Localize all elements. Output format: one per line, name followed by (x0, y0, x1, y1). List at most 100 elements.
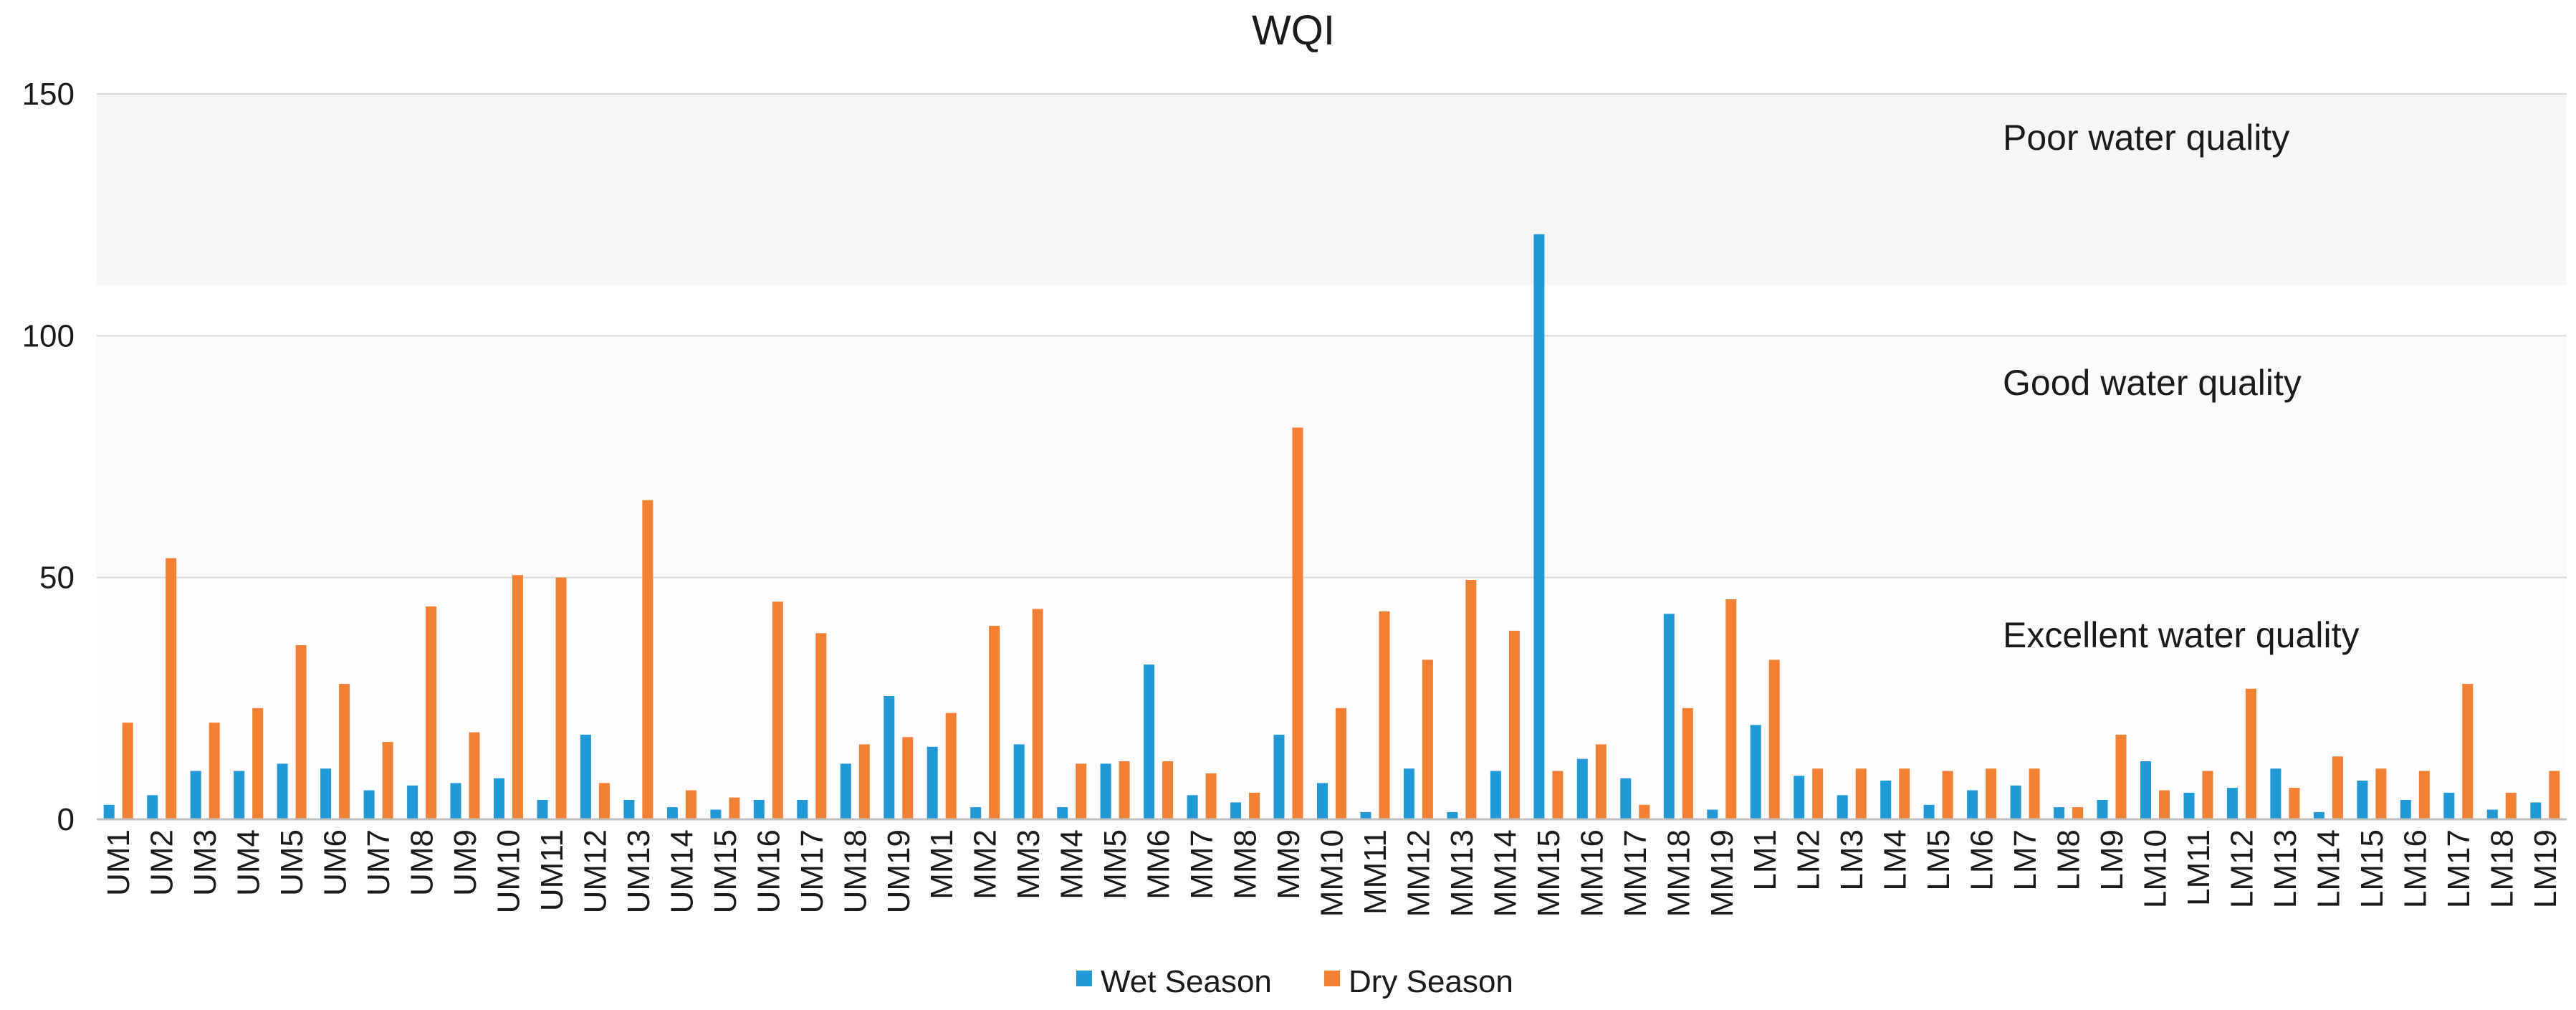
x-tick-label-LM3: LM3 (1834, 829, 1869, 891)
annotation-good: Good water quality (2003, 363, 2302, 403)
bar-wet-UM1 (103, 804, 115, 819)
bar-dry-UM4 (252, 708, 264, 819)
bar-dry-MM13 (1465, 580, 1477, 819)
bar-dry-UM2 (166, 558, 177, 819)
bar-wet-MM16 (1576, 758, 1588, 819)
bar-dry-UM14 (685, 790, 696, 819)
x-tick-label-MM18: MM18 (1661, 829, 1696, 917)
bar-wet-LM6 (1967, 790, 1978, 819)
bar-dry-LM7 (2029, 768, 2040, 819)
x-tick-label-MM4: MM4 (1055, 829, 1090, 900)
bar-dry-LM14 (2332, 756, 2343, 819)
bar-dry-LM19 (2549, 771, 2560, 819)
bar-wet-UM4 (234, 771, 245, 819)
x-tick-label-UM19: UM19 (881, 829, 916, 913)
bar-wet-UM18 (840, 763, 851, 819)
zone-excellent (97, 577, 2567, 819)
bar-dry-MM14 (1508, 630, 1520, 819)
bar-wet-UM2 (147, 795, 158, 819)
bar-wet-LM8 (2054, 807, 2065, 819)
bar-dry-MM2 (989, 626, 1000, 819)
bar-dry-UM12 (598, 783, 610, 819)
annotation-poor: Poor water quality (2003, 118, 2289, 158)
bar-dry-MM18 (1682, 708, 1693, 819)
x-tick-label-UM8: UM8 (405, 829, 440, 896)
bar-wet-MM18 (1663, 614, 1675, 819)
bar-wet-MM8 (1230, 802, 1242, 819)
bar-wet-LM18 (2486, 809, 2498, 819)
x-tick-label-MM10: MM10 (1315, 829, 1350, 917)
bar-wet-UM19 (884, 696, 895, 819)
legend-label-dry: Dry Season (1349, 964, 1513, 999)
x-tick-label-MM17: MM17 (1618, 829, 1653, 917)
x-tick-label-MM8: MM8 (1228, 829, 1263, 900)
bar-wet-MM3 (1013, 744, 1025, 819)
bar-wet-UM13 (623, 800, 635, 819)
bar-dry-UM6 (339, 684, 350, 819)
bar-wet-MM15 (1533, 234, 1545, 819)
bar-dry-MM9 (1292, 427, 1303, 819)
bar-wet-UM14 (666, 807, 678, 819)
bar-dry-LM6 (1986, 768, 1997, 819)
x-tick-label-LM12: LM12 (2224, 829, 2259, 908)
legend-label-wet: Wet Season (1101, 964, 1272, 999)
bar-wet-UM12 (580, 734, 591, 819)
bar-dry-MM1 (945, 713, 957, 819)
x-tick-label-UM14: UM14 (664, 829, 699, 913)
bar-dry-MM7 (1205, 773, 1217, 819)
bar-dry-UM7 (382, 742, 393, 819)
x-tick-label-MM11: MM11 (1358, 829, 1393, 915)
bar-dry-LM10 (2159, 790, 2170, 819)
bar-wet-LM1 (1750, 725, 1761, 819)
bar-dry-UM15 (729, 797, 740, 819)
bar-dry-LM8 (2072, 807, 2084, 819)
x-tick-label-UM15: UM15 (708, 829, 743, 913)
bar-dry-LM17 (2462, 684, 2474, 819)
bar-wet-UM17 (797, 800, 808, 819)
bar-wet-UM7 (363, 790, 375, 819)
bar-dry-UM16 (772, 601, 783, 819)
y-tick-label-150: 150 (22, 77, 75, 112)
x-tick-label-MM9: MM9 (1271, 829, 1306, 900)
bar-dry-UM17 (815, 633, 827, 819)
bar-wet-LM14 (2313, 811, 2324, 819)
bar-dry-MM10 (1336, 708, 1346, 819)
legend: Wet Season Dry Season (1076, 964, 1513, 999)
bar-wet-MM19 (1707, 809, 1718, 819)
x-tick-label-UM6: UM6 (318, 829, 353, 896)
y-tick-label-50: 50 (39, 561, 75, 596)
bar-dry-UM8 (426, 606, 437, 819)
x-tick-label-UM4: UM4 (231, 829, 267, 896)
bar-dry-MM11 (1379, 611, 1390, 819)
x-tick-label-LM15: LM15 (2355, 829, 2390, 908)
bar-dry-MM19 (1725, 599, 1737, 819)
x-tick-label-UM1: UM1 (101, 829, 136, 896)
bar-dry-MM6 (1162, 761, 1174, 819)
quality-zones (97, 94, 2567, 819)
x-tick-label-UM11: UM11 (535, 829, 570, 911)
x-tick-label-LM18: LM18 (2484, 829, 2519, 908)
bar-wet-MM2 (970, 807, 982, 819)
x-axis-ticks: UM1 UM2 UM3 UM4 UM5 UM6 UM7 UM8 UM9 UM10 UM11 UM12 U… (101, 829, 2563, 917)
bar-dry-UM19 (902, 737, 914, 819)
bar-wet-UM11 (537, 800, 548, 819)
bar-wet-UM15 (710, 809, 722, 819)
x-tick-label-UM2: UM2 (145, 829, 180, 896)
x-tick-label-UM10: UM10 (492, 829, 527, 913)
bar-dry-LM18 (2505, 792, 2517, 819)
bar-wet-LM3 (1837, 795, 1848, 819)
x-tick-label-MM3: MM3 (1011, 829, 1046, 900)
x-tick-label-UM3: UM3 (188, 829, 223, 896)
x-tick-label-LM5: LM5 (1921, 829, 1956, 891)
bar-wet-UM3 (190, 771, 201, 819)
bar-dry-LM16 (2418, 771, 2430, 819)
bar-wet-LM12 (2226, 788, 2238, 819)
bar-wet-MM10 (1317, 783, 1328, 819)
x-tick-label-MM2: MM2 (968, 829, 1003, 900)
bar-dry-LM4 (1899, 768, 1910, 819)
bar-dry-MM12 (1422, 659, 1433, 819)
bar-dry-MM8 (1249, 792, 1260, 819)
bar-wet-MM17 (1620, 778, 1632, 819)
bar-dry-MM15 (1552, 771, 1564, 819)
x-tick-label-LM10: LM10 (2138, 829, 2173, 908)
